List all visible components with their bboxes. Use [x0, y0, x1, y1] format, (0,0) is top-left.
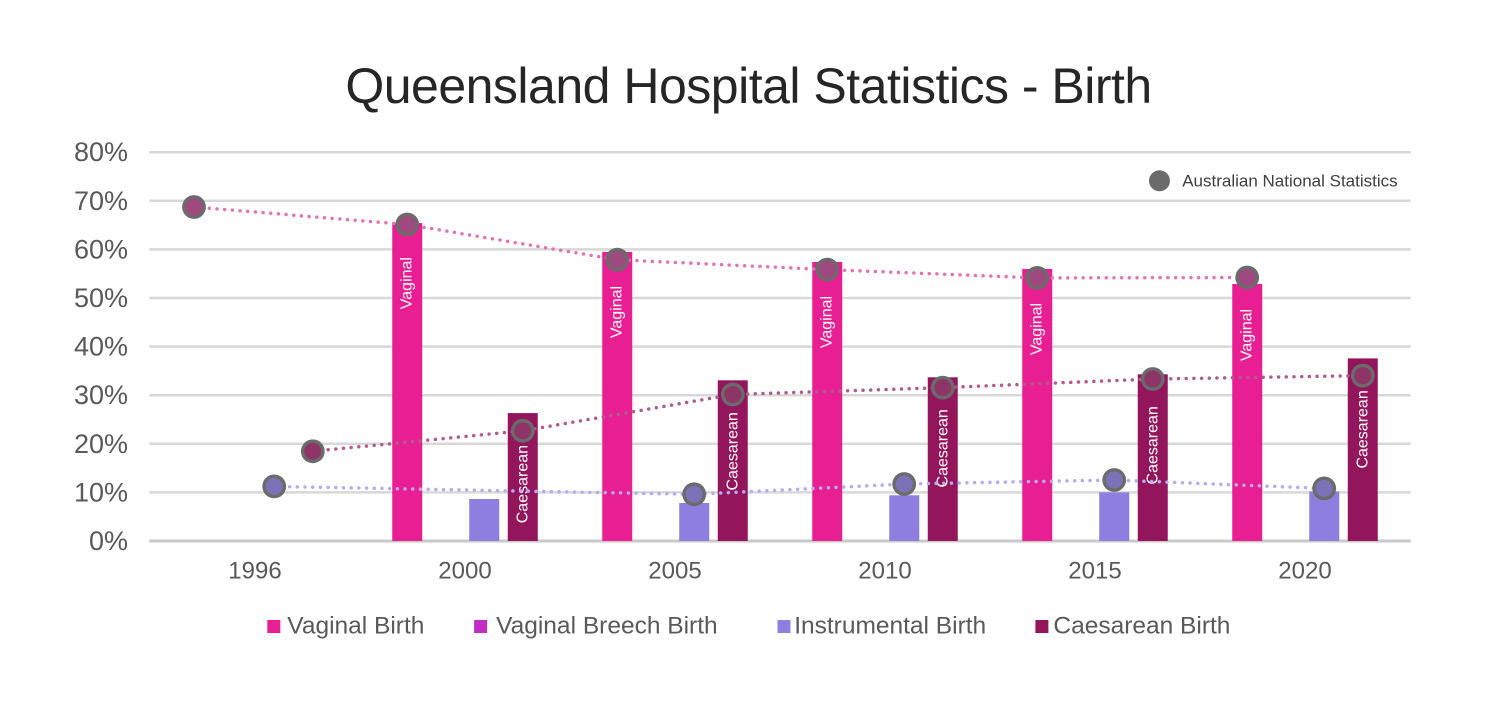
svg-text:30%: 30% [74, 380, 128, 410]
svg-text:0%: 0% [89, 526, 128, 556]
svg-text:Vaginal Breech Birth: Vaginal Breech Birth [496, 612, 718, 639]
svg-text:Vaginal Birth: Vaginal Birth [287, 612, 424, 639]
svg-text:60%: 60% [74, 234, 128, 264]
svg-text:20%: 20% [74, 429, 128, 459]
svg-text:Caesarean: Caesarean [934, 409, 951, 487]
svg-text:2015: 2015 [1068, 558, 1121, 585]
svg-text:Vaginal: Vaginal [1029, 303, 1046, 355]
svg-text:2005: 2005 [648, 558, 701, 585]
svg-text:40%: 40% [74, 332, 128, 362]
svg-text:70%: 70% [74, 186, 128, 216]
svg-text:2010: 2010 [858, 558, 911, 585]
svg-text:Vaginal: Vaginal [819, 296, 836, 348]
svg-text:Caesarean: Caesarean [1354, 390, 1371, 468]
svg-text:Caesarean: Caesarean [724, 412, 741, 490]
svg-text:Caesarean: Caesarean [514, 445, 531, 523]
svg-text:2000: 2000 [438, 558, 491, 585]
svg-text:1996: 1996 [228, 558, 281, 585]
svg-text:Vaginal: Vaginal [609, 286, 626, 338]
svg-text:10%: 10% [74, 477, 128, 507]
svg-text:2020: 2020 [1278, 558, 1331, 585]
svg-text:Caesarean: Caesarean [1144, 406, 1161, 484]
svg-text:Vaginal: Vaginal [399, 257, 416, 309]
svg-text:Australian National Statistics: Australian National Statistics [1182, 172, 1397, 191]
svg-text:Vaginal: Vaginal [1239, 309, 1256, 361]
svg-text:50%: 50% [74, 283, 128, 313]
svg-text:Queensland Hospital Statistics: Queensland Hospital Statistics - Birth [345, 58, 1151, 114]
svg-text:Instrumental Birth: Instrumental Birth [794, 612, 986, 639]
svg-text:Caesarean Birth: Caesarean Birth [1053, 612, 1230, 639]
svg-text:80%: 80% [74, 137, 128, 167]
